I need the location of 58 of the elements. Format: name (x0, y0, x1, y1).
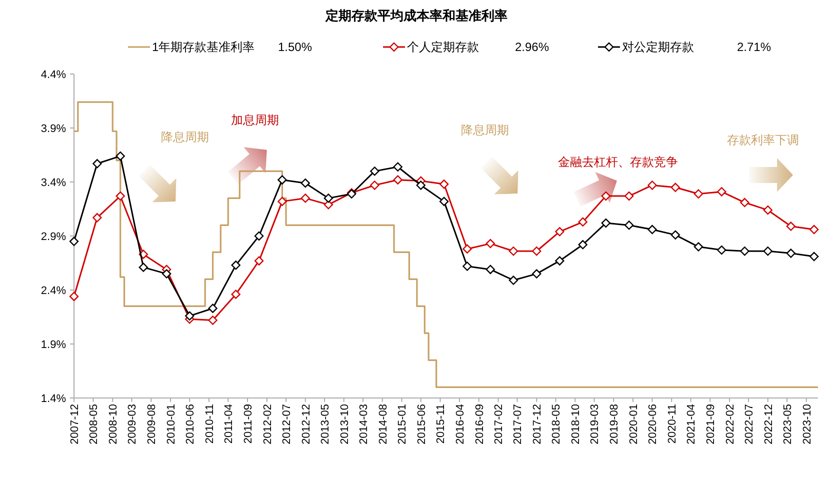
x-tick-label: 2015-11 (435, 404, 448, 444)
x-tick-label: 2011-04 (223, 404, 236, 444)
x-tick-label: 2009-03 (126, 404, 139, 444)
annotation: 存款利率下调 (727, 133, 799, 147)
x-tick-label: 2017-12 (532, 404, 544, 444)
y-tick-label: 1.4% (40, 393, 66, 405)
legend-label: 个人定期存款 (407, 40, 479, 54)
x-tick-label: 2017-07 (512, 404, 524, 444)
x-tick-label: 2016-09 (474, 404, 486, 444)
x-tick-label: 2022-07 (743, 404, 756, 444)
x-tick-label: 2017-02 (493, 404, 506, 444)
y-tick-label: 4.4% (40, 69, 66, 81)
x-tick-label: 2015-01 (396, 404, 409, 444)
x-tick-label: 2011-09 (242, 404, 254, 444)
x-tick-label: 2010-01 (166, 404, 178, 444)
y-tick-label: 3.4% (40, 177, 66, 189)
annotation: 加息周期 (231, 113, 279, 127)
x-tick-label: 2016-04 (454, 404, 466, 444)
x-tick-label: 2023-10 (801, 404, 814, 444)
x-tick-label: 2021-09 (705, 404, 718, 444)
text: 2.96% (515, 40, 550, 54)
x-tick-label: 2012-07 (280, 404, 293, 444)
x-tick-label: 2019-03 (589, 404, 602, 444)
x-tick-label: 2018-10 (570, 404, 582, 444)
x-tick-label: 2020-06 (647, 404, 660, 444)
text: 2.71% (737, 40, 772, 54)
y-tick-label: 1.9% (40, 339, 66, 351)
y-tick-label: 2.4% (40, 285, 66, 297)
x-tick-label: 2021-04 (686, 404, 698, 444)
annotation: 降息周期 (461, 123, 509, 137)
x-tick-label: 2022-12 (762, 404, 775, 444)
x-tick-label: 2008-10 (108, 404, 120, 444)
x-tick-label: 2008-05 (88, 404, 100, 444)
x-tick-label: 2013-05 (319, 404, 332, 444)
x-tick-label: 2012-02 (262, 404, 274, 444)
x-tick-label: 2010-11 (204, 404, 216, 444)
x-tick-label: 2019-08 (608, 404, 621, 444)
x-tick-label: 2013-10 (338, 404, 351, 444)
annotation: 金融去杠杆、存款竞争 (558, 155, 678, 169)
legend-label: 对公定期存款 (622, 40, 694, 54)
x-tick-label: 2014-03 (358, 404, 370, 444)
x-tick-label: 2023-05 (782, 404, 794, 444)
x-tick-label: 2009-08 (146, 404, 158, 444)
y-tick-label: 2.9% (40, 231, 66, 243)
x-tick-label: 2012-12 (300, 404, 312, 444)
chart-title: 定期存款平均成本率和基准利率 (324, 8, 508, 23)
x-tick-label: 2007-12 (69, 404, 81, 444)
x-tick-label: 2022-02 (724, 404, 736, 444)
legend-label: 1年期存款基准利率 (152, 40, 255, 54)
text: 1.50% (278, 40, 312, 54)
x-tick-label: 2018-05 (550, 404, 563, 444)
x-tick-label: 2014-08 (377, 404, 390, 444)
annotation: 降息周期 (161, 130, 209, 144)
x-tick-label: 2020-01 (628, 404, 640, 444)
x-tick-label: 2015-06 (416, 404, 428, 444)
y-tick-label: 3.9% (40, 123, 66, 135)
x-tick-label: 2020-11 (666, 404, 679, 444)
x-tick-label: 2010-06 (184, 404, 197, 444)
